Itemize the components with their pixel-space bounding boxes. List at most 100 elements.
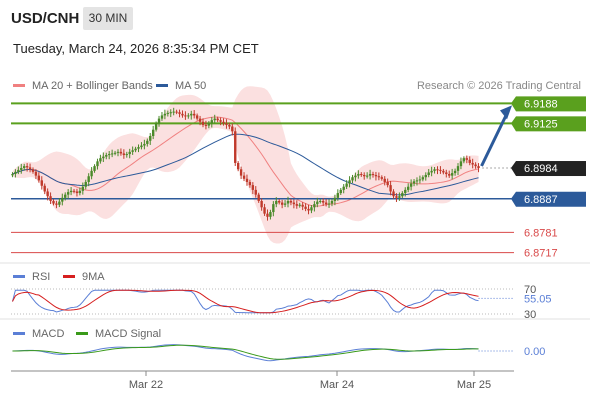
candle-body bbox=[310, 207, 313, 211]
candle-body bbox=[43, 185, 46, 192]
candle-body bbox=[207, 123, 211, 126]
candle-body bbox=[146, 140, 149, 144]
candle-body bbox=[172, 111, 175, 113]
candle-body bbox=[102, 156, 105, 159]
candle-body bbox=[219, 120, 222, 122]
candle-body bbox=[143, 143, 146, 146]
candle-body bbox=[134, 148, 137, 151]
candle-body bbox=[465, 158, 469, 160]
macd-last-value: 0.00 bbox=[524, 346, 545, 358]
candle-body bbox=[40, 180, 43, 186]
candle-body bbox=[64, 194, 67, 198]
candle-body bbox=[234, 131, 237, 163]
candle-body bbox=[371, 174, 375, 176]
candle-body bbox=[125, 154, 128, 156]
legend-label: RSI bbox=[32, 271, 51, 283]
candle-body bbox=[298, 204, 301, 206]
candle-body bbox=[380, 177, 384, 179]
candle-body bbox=[128, 151, 131, 155]
candle-body bbox=[392, 191, 395, 197]
candle-body bbox=[342, 186, 345, 190]
candle-body bbox=[333, 197, 337, 201]
candle-body bbox=[231, 126, 234, 132]
candle-body bbox=[137, 147, 140, 149]
candle-body bbox=[210, 120, 213, 124]
candle-body bbox=[474, 164, 477, 167]
candle-body bbox=[31, 169, 35, 172]
candle-body bbox=[406, 186, 410, 190]
candle-body bbox=[55, 203, 58, 205]
candle-body bbox=[69, 190, 73, 193]
candle-body bbox=[319, 200, 322, 202]
candle-body bbox=[363, 174, 366, 177]
candle-body bbox=[160, 115, 164, 119]
candle-body bbox=[354, 175, 357, 178]
candle-body bbox=[348, 180, 351, 184]
candle-body bbox=[260, 200, 263, 208]
candle-body bbox=[360, 174, 363, 176]
candle-body bbox=[450, 173, 454, 176]
legend-swatch bbox=[76, 331, 88, 335]
candle-body bbox=[116, 151, 120, 153]
candle-body bbox=[286, 200, 290, 204]
candle-body bbox=[175, 111, 178, 113]
candle-body bbox=[242, 175, 246, 179]
research-credit: Research © 2026 Trading Central bbox=[416, 80, 581, 92]
level-label: 6.9125 bbox=[524, 118, 558, 130]
level-label: 6.8781 bbox=[524, 227, 558, 239]
candle-body bbox=[225, 123, 228, 125]
candle-body bbox=[459, 161, 463, 167]
candle-body bbox=[365, 175, 369, 177]
candle-body bbox=[96, 161, 99, 167]
candle-body bbox=[468, 159, 471, 163]
candle-body bbox=[17, 169, 20, 172]
timeframe-button[interactable]: 30 MIN bbox=[83, 7, 133, 30]
candle-body bbox=[93, 166, 96, 171]
macd-line bbox=[12, 344, 479, 362]
candle-body bbox=[122, 153, 126, 156]
last-price-pointer bbox=[511, 161, 516, 177]
datetime-label: Tuesday, March 24, 2026 8:35:34 PM CET bbox=[13, 41, 259, 56]
candle-body bbox=[195, 115, 199, 119]
last-price-box bbox=[516, 161, 586, 177]
candle-body bbox=[204, 124, 208, 126]
candle-body bbox=[395, 196, 398, 198]
rsi-line bbox=[11, 289, 479, 314]
symbol-title: USD/CNH bbox=[11, 10, 80, 27]
rsi-tick-30: 30 bbox=[524, 309, 536, 321]
candle-body bbox=[386, 181, 389, 186]
level-label: 6.8717 bbox=[524, 248, 558, 260]
candle-body bbox=[181, 113, 184, 116]
candle-body bbox=[236, 162, 240, 170]
legend-label: MACD bbox=[32, 328, 65, 340]
legend-ma20-bollinger: MA 20 + Bollinger Bands bbox=[13, 80, 153, 92]
candle-body bbox=[304, 206, 307, 209]
candle-body bbox=[140, 145, 143, 148]
candle-body bbox=[424, 174, 427, 178]
candle-body bbox=[149, 136, 152, 141]
legend-macd-signal: MACD Signal bbox=[76, 328, 161, 340]
x-tick-label: Mar 24 bbox=[320, 379, 354, 391]
legend-rsi-9ma: 9MA bbox=[63, 271, 105, 283]
candle-body bbox=[119, 151, 123, 154]
legend-swatch bbox=[63, 274, 75, 278]
candle-body bbox=[75, 191, 79, 194]
bollinger-band bbox=[12, 86, 479, 244]
candle-body bbox=[37, 175, 41, 181]
candle-body bbox=[436, 169, 439, 171]
candle-body bbox=[25, 166, 29, 168]
candle-body bbox=[383, 178, 386, 182]
level-label-box bbox=[516, 191, 586, 207]
candle-body bbox=[187, 115, 190, 117]
candle-body bbox=[163, 113, 167, 116]
level-label-box bbox=[516, 116, 586, 132]
candle-body bbox=[46, 191, 49, 197]
legend-rsi: RSI bbox=[13, 271, 50, 283]
candle-body bbox=[477, 166, 480, 169]
candle-body bbox=[401, 193, 404, 197]
candle-body bbox=[99, 158, 102, 162]
candle-body bbox=[398, 196, 401, 198]
candle-body bbox=[409, 183, 413, 187]
candle-body bbox=[430, 170, 433, 173]
